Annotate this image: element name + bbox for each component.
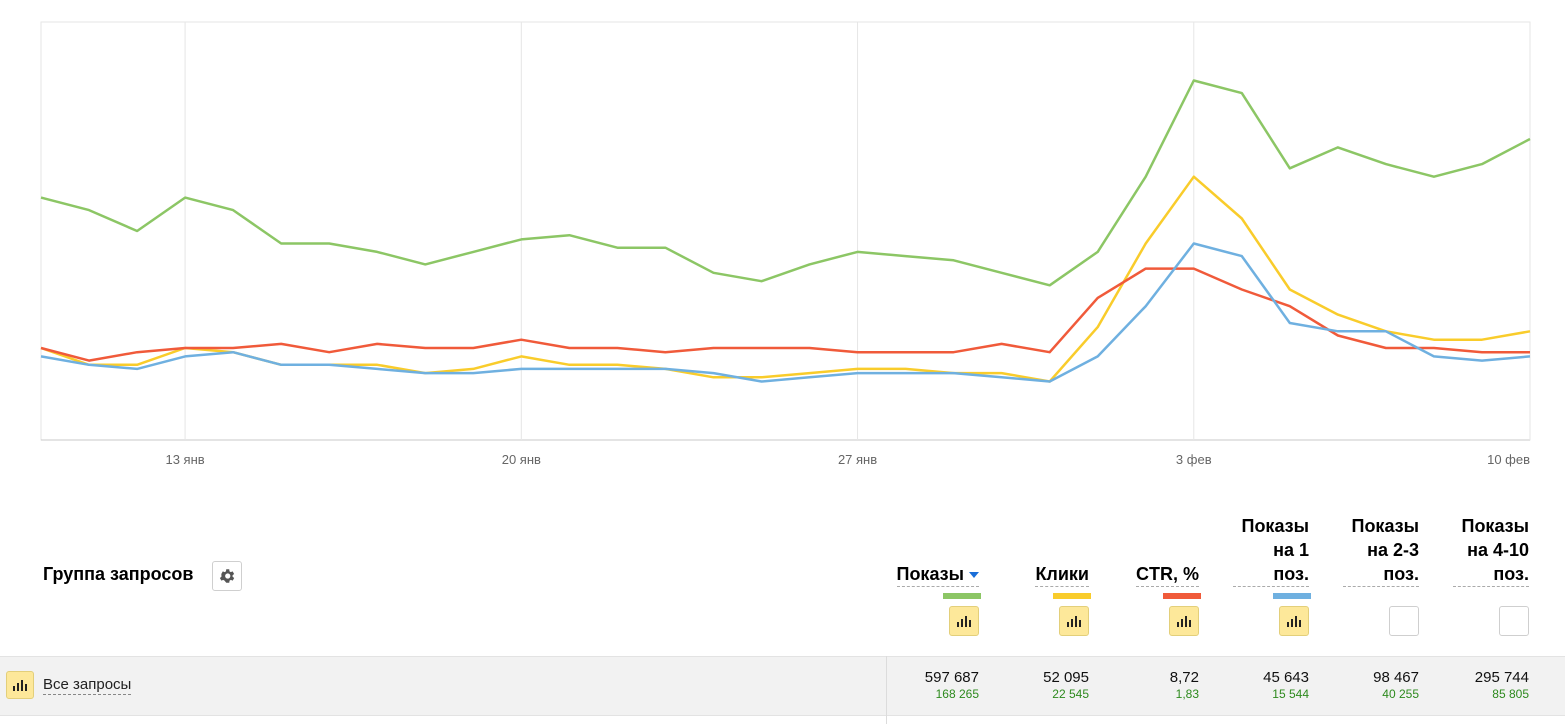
chart-grid xyxy=(40,21,1531,441)
sort-desc-icon xyxy=(969,572,979,579)
column-header-text: поз. xyxy=(1273,564,1309,584)
series-color-swatch xyxy=(1163,593,1201,599)
bar-chart-icon xyxy=(1067,616,1081,627)
table-cell-pos410: 295 744 85 805 xyxy=(1475,669,1529,702)
x-tick-label: 3 фев xyxy=(1176,452,1212,467)
series-line-3 xyxy=(40,242,1531,383)
bar-chart-icon xyxy=(1287,616,1301,627)
column-header-text: Показы xyxy=(1241,516,1310,536)
cell-subvalue: 15 544 xyxy=(1272,687,1309,701)
column-header-shows[interactable]: Показы xyxy=(896,562,979,587)
x-tick-label: 20 янв xyxy=(502,452,541,467)
bar-chart-icon xyxy=(1177,616,1191,627)
column-header-text: Показы xyxy=(896,562,979,587)
cell-subvalue: 1,83 xyxy=(1175,687,1199,701)
column-header-text: на 4-10 xyxy=(1467,540,1529,560)
bar-chart-icon xyxy=(957,616,971,627)
group-title: Группа запросов xyxy=(43,564,194,584)
cell-value: 52 095 xyxy=(1043,669,1089,686)
chart-toggle-pos23[interactable] xyxy=(1389,606,1419,636)
column-header-text: CTR, % xyxy=(1136,562,1199,587)
cell-subvalue: 168 265 xyxy=(935,687,979,701)
header-underline xyxy=(1233,586,1309,587)
column-header-ctr[interactable]: CTR, % xyxy=(1136,562,1199,587)
cell-subvalue: 40 255 xyxy=(1382,687,1419,701)
table-row[interactable] xyxy=(0,656,1565,716)
line-chart: 13 янв 20 янв 27 янв 3 фев 10 фев xyxy=(40,21,1531,467)
column-header-pos410[interactable]: Показы на 4-10 поз. xyxy=(1453,514,1529,587)
cell-value: 8,72 xyxy=(1169,669,1199,686)
column-header-text: поз. xyxy=(1383,564,1419,584)
gear-icon xyxy=(219,569,235,583)
series-color-swatch xyxy=(943,593,981,599)
cell-value: 597 687 xyxy=(924,669,979,686)
table-cell-pos23: 98 467 40 255 xyxy=(1373,669,1419,702)
cell-subvalue: 85 805 xyxy=(1492,687,1529,701)
chart-toggle-pos1[interactable] xyxy=(1279,606,1309,636)
series-line-2 xyxy=(40,267,1530,362)
chart-toggle-pos410[interactable] xyxy=(1499,606,1529,636)
chart-toggle-clicks[interactable] xyxy=(1059,606,1089,636)
column-header-text: поз. xyxy=(1493,564,1529,584)
cell-value: 98 467 xyxy=(1373,669,1419,686)
column-header-text: Показы xyxy=(1461,516,1530,536)
cell-value: 295 744 xyxy=(1474,669,1529,686)
chart-series xyxy=(40,79,1531,383)
x-axis-ticks: 13 янв 20 янв 27 янв 3 фев 10 фев xyxy=(165,452,1530,467)
series-line-0 xyxy=(40,79,1531,287)
series-color-swatch xyxy=(1053,593,1091,599)
cell-subvalue: 22 545 xyxy=(1052,687,1089,701)
x-tick-label: 13 янв xyxy=(165,452,204,467)
column-header-text: на 1 xyxy=(1273,540,1309,560)
column-header-pos23[interactable]: Показы на 2-3 поз. xyxy=(1343,514,1419,587)
chart-toggle-ctr[interactable] xyxy=(1169,606,1199,636)
table-cell-pos1: 45 643 15 544 xyxy=(1263,669,1309,702)
table-cell-ctr: 8,72 1,83 xyxy=(1170,669,1199,702)
x-tick-label: 10 фев xyxy=(1487,452,1530,467)
column-header-clicks[interactable]: Клики xyxy=(1035,562,1089,587)
column-header-text: на 2-3 xyxy=(1367,540,1419,560)
settings-button[interactable] xyxy=(212,561,242,591)
table-cell-shows: 597 687 168 265 xyxy=(925,669,979,702)
header-underline xyxy=(1343,586,1419,587)
bar-chart-icon xyxy=(13,680,27,691)
row-divider xyxy=(886,656,887,724)
series-line-1 xyxy=(40,175,1531,383)
x-tick-label: 27 янв xyxy=(838,452,877,467)
column-header-text: Показы xyxy=(1351,516,1420,536)
cell-value: 45 643 xyxy=(1263,669,1309,686)
column-header-pos1[interactable]: Показы на 1 поз. xyxy=(1233,514,1309,587)
column-header-text: Клики xyxy=(1035,562,1089,587)
header-underline xyxy=(1453,586,1529,587)
row-label-link[interactable]: Все запросы xyxy=(43,676,132,695)
table-cell-clicks: 52 095 22 545 xyxy=(1043,669,1089,702)
row-chart-toggle[interactable] xyxy=(6,671,34,699)
chart-toggle-shows[interactable] xyxy=(949,606,979,636)
series-color-swatch xyxy=(1273,593,1311,599)
